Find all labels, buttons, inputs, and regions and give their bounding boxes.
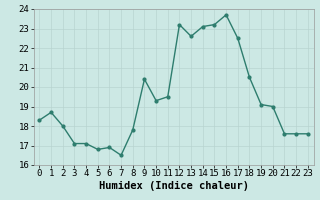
X-axis label: Humidex (Indice chaleur): Humidex (Indice chaleur): [99, 181, 249, 191]
